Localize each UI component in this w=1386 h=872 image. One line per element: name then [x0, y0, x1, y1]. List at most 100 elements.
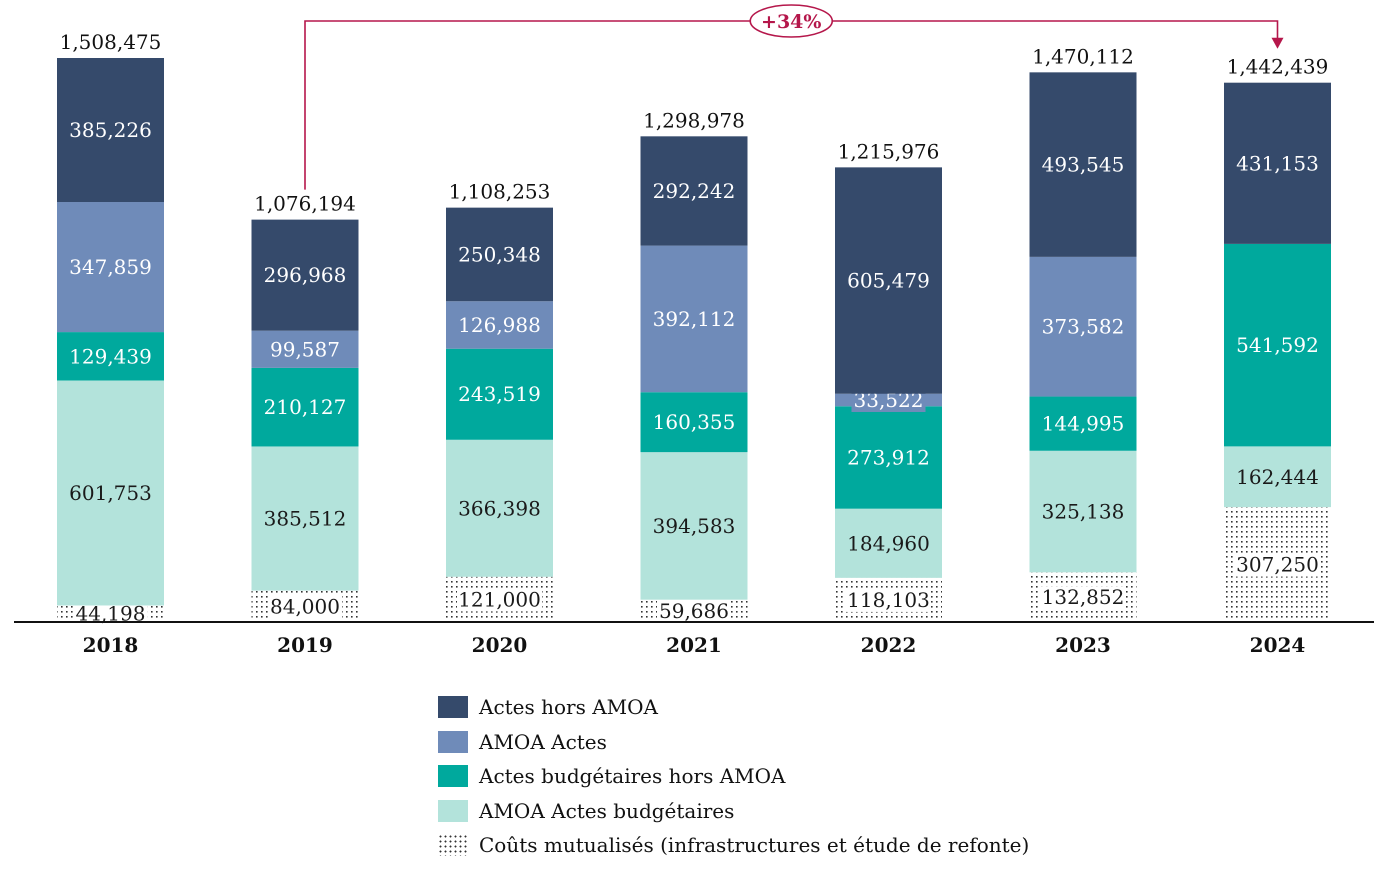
data-label-bg [657, 599, 731, 623]
legend-label: AMOA Actes [479, 729, 607, 754]
data-label: 132,852 [1042, 585, 1125, 609]
total-label: 1,108,253 [449, 180, 551, 204]
bar-segment-amoa-actes-2021 [640, 245, 748, 393]
data-label: 493,545 [1042, 153, 1125, 177]
total-label: 1,442,439 [1227, 55, 1329, 79]
data-label: 126,988 [458, 313, 541, 337]
bar-segment-actes-budgetaires-hors-amoa-2021 [640, 392, 748, 453]
bar-segment-actes-budgetaires-hors-amoa-2024 [1224, 243, 1331, 447]
growth-annotation: +34% [304, 4, 1284, 190]
legend-swatch [438, 799, 468, 822]
data-label: 121,000 [458, 587, 541, 611]
x-tick-label: 2020 [472, 633, 528, 657]
data-label: 250,348 [458, 242, 541, 266]
data-label: 162,444 [1236, 465, 1319, 489]
data-label: 541,592 [1236, 333, 1319, 357]
growth-badge-text: +34% [761, 11, 821, 33]
stacked-bar-chart: 44,198601,753129,439347,859385,2261,508,… [14, 4, 1374, 657]
bar-segment-actes-budgetaires-hors-amoa-2018 [57, 332, 164, 381]
legend-item-actes-hors-amoa: Actes hors AMOA [438, 690, 1029, 725]
data-label: 347,859 [69, 255, 152, 279]
legend-label: AMOA Actes budgétaires [479, 798, 735, 823]
bar-segment-amoa-actes-budgetaires-2024 [1224, 446, 1331, 508]
x-tick-label: 2021 [666, 633, 722, 657]
total-label: 1,076,194 [254, 192, 356, 216]
data-label: 273,912 [847, 445, 930, 469]
data-label: 601,753 [69, 481, 152, 505]
bar-segment-amoa-actes-budgetaires-2020 [446, 439, 553, 577]
bar-segment-actes-hors-amoa-2019 [251, 219, 359, 331]
growth-badge [749, 4, 834, 38]
bar-segment-actes-hors-amoa-2023 [1029, 72, 1137, 257]
data-label: 366,398 [458, 496, 541, 520]
data-label: 160,355 [653, 410, 736, 434]
bar-segment-amoa-actes-2023 [1029, 256, 1137, 397]
x-tick-label: 2023 [1055, 633, 1111, 657]
data-label: 296,968 [264, 263, 347, 287]
data-label-bg [73, 602, 148, 626]
arrowhead-icon [1271, 37, 1284, 49]
data-label: 129,439 [69, 344, 152, 368]
data-label: 292,242 [653, 179, 736, 203]
data-label: 373,582 [1042, 315, 1125, 339]
total-label: 1,508,475 [60, 30, 162, 54]
data-label: 392,112 [653, 307, 736, 331]
legend-item-amoa-actes-budgetaires: AMOA Actes budgétaires [438, 794, 1029, 829]
legend-label: Actes hors AMOA [479, 695, 659, 720]
bar-segment-actes-budgetaires-hors-amoa-2022 [835, 406, 942, 509]
data-label: 84,000 [270, 594, 340, 618]
legend-swatch [438, 730, 468, 753]
bar-segment-amoa-actes-budgetaires-2022 [835, 508, 942, 578]
bar-segment-actes-budgetaires-hors-amoa-2023 [1029, 396, 1137, 451]
bar-segment-amoa-actes-budgetaires-2021 [640, 452, 748, 600]
legend-swatch [438, 834, 468, 857]
bar-segment-actes-hors-amoa-2020 [446, 207, 553, 302]
legend-swatch [438, 696, 468, 719]
x-tick-label: 2019 [277, 633, 333, 657]
legend-label: Actes budgétaires hors AMOA [479, 764, 786, 789]
legend: Actes hors AMOA AMOA Actes Actes budgétair… [438, 690, 1029, 863]
bar-segment-amoa-actes-2019 [251, 330, 359, 368]
legend-item-actes-budgetaires-hors-amoa: Actes budgétaires hors AMOA [438, 759, 1029, 794]
bar-segment-actes-hors-amoa-2022 [835, 167, 942, 394]
bar-segment-amoa-actes-2020 [446, 301, 553, 349]
legend-item-amoa-actes: AMOA Actes [438, 725, 1029, 760]
legend-item-couts-mutualises-infrastructures-et-etude-de-refonte: Coûts mutualisés (infrastructures et étu… [438, 828, 1029, 863]
data-label: 144,995 [1042, 412, 1125, 436]
data-label-bg [846, 588, 931, 612]
data-label: 210,127 [264, 395, 347, 419]
total-label: 1,470,112 [1032, 44, 1134, 68]
data-label: 385,226 [69, 118, 152, 142]
bar-segment-actes-hors-amoa-2018 [57, 58, 164, 203]
bar-segment-actes-hors-amoa-2021 [640, 136, 748, 246]
data-label-bg [268, 595, 342, 619]
data-label-bg [457, 588, 542, 612]
total-label: 1,215,976 [838, 139, 940, 163]
x-tick-label: 2018 [83, 633, 139, 657]
data-label-bg [1040, 586, 1126, 610]
data-label: 99,587 [270, 337, 340, 361]
bar-segment-amoa-actes-budgetaires-2023 [1029, 450, 1137, 573]
bar-segment-actes-hors-amoa-2024 [1224, 82, 1331, 244]
data-label: 394,583 [653, 514, 736, 538]
data-label: 385,512 [264, 507, 347, 531]
data-label: 307,250 [1236, 553, 1319, 577]
data-label: 243,519 [458, 382, 541, 406]
x-tick-label: 2024 [1250, 633, 1306, 657]
data-label: 59,686 [659, 599, 729, 623]
total-label: 1,298,978 [643, 108, 745, 132]
legend-swatch [438, 765, 468, 788]
data-label: 431,153 [1236, 151, 1319, 175]
data-label-bg [851, 389, 926, 413]
bar-segment-amoa-actes-budgetaires-2019 [251, 446, 359, 591]
data-label: 118,103 [847, 588, 930, 612]
bar-segment-amoa-actes-2018 [57, 202, 164, 333]
bar-segment-actes-budgetaires-hors-amoa-2020 [446, 348, 553, 440]
x-tick-label: 2022 [861, 633, 917, 657]
bar-segment-amoa-actes-budgetaires-2018 [57, 380, 164, 606]
data-label: 605,479 [847, 269, 930, 293]
data-label: 184,960 [847, 531, 930, 555]
data-label: 325,138 [1042, 500, 1125, 524]
bar-segment-actes-budgetaires-hors-amoa-2019 [251, 367, 359, 447]
bars-layer: 44,198601,753129,439347,859385,2261,508,… [14, 30, 1374, 657]
